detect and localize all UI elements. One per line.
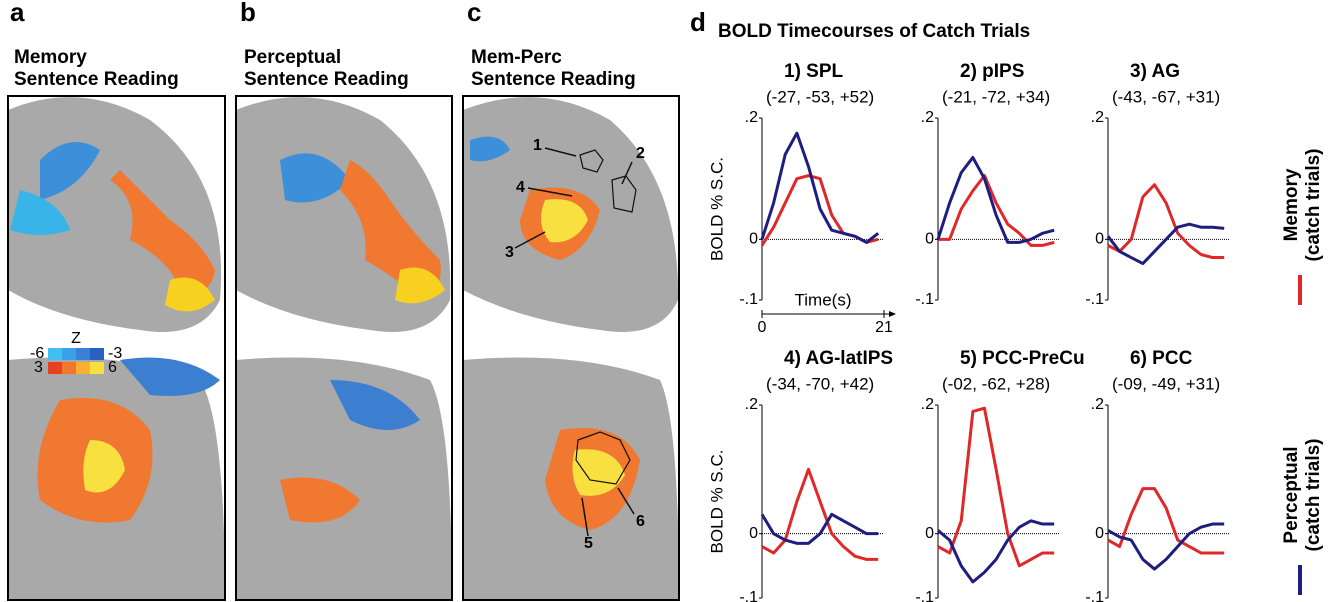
series-line bbox=[937, 406, 1055, 568]
chart-title: 2) pIPS bbox=[960, 61, 1024, 82]
y-tick-label: .2 bbox=[921, 109, 934, 126]
chart-title: 6) PCC bbox=[1130, 348, 1193, 369]
legend-label: Memory bbox=[1281, 168, 1302, 241]
chart-title: 1) SPL bbox=[784, 61, 844, 82]
legend-label: Perceptual bbox=[1281, 446, 1302, 543]
brain-b bbox=[236, 97, 452, 600]
roi-label: 6 bbox=[636, 513, 645, 530]
x-tick-label: 21 bbox=[875, 319, 893, 336]
y-tick-label: -.1 bbox=[1085, 291, 1104, 308]
y-tick-label: -.1 bbox=[915, 291, 934, 308]
panel-title: Sentence Reading bbox=[244, 69, 409, 90]
colorbar-title: Z bbox=[71, 330, 81, 347]
series-line bbox=[938, 174, 1055, 247]
chart-subtitle: (-27, -53, +52) bbox=[766, 87, 874, 106]
colorbar: Z -6 -3 3 6 bbox=[30, 330, 122, 376]
y-tick-label: -.1 bbox=[739, 291, 758, 308]
legend-note: (catch trials) bbox=[1303, 149, 1324, 262]
chart-title: 4) AG-latIPS bbox=[784, 348, 893, 369]
y-tick-label: 0 bbox=[749, 231, 758, 248]
y-tick-label: .2 bbox=[921, 396, 934, 413]
y-axis-label: BOLD % S.C. bbox=[707, 157, 726, 261]
legend-entry: Memory (catch trials) bbox=[1281, 149, 1324, 305]
brain-a bbox=[8, 96, 225, 600]
y-tick-label: .2 bbox=[1091, 109, 1104, 126]
y-tick-label: 0 bbox=[1095, 231, 1104, 248]
colorbar-label: -6 bbox=[30, 345, 44, 362]
series-line bbox=[1107, 183, 1225, 260]
legend-note: (catch trials) bbox=[1303, 439, 1324, 552]
colorbar-label: 3 bbox=[34, 359, 43, 376]
brain-c bbox=[463, 97, 679, 600]
panel-letter: a bbox=[10, 0, 25, 27]
chart-title: 3) AG bbox=[1130, 61, 1180, 82]
series-line bbox=[760, 131, 880, 244]
panel-letter: c bbox=[467, 0, 481, 27]
y-tick-label: 0 bbox=[1095, 525, 1104, 542]
panel-letter: b bbox=[240, 0, 256, 27]
roi-label: 4 bbox=[516, 179, 525, 196]
roi-labels: 1 2 3 4 5 6 bbox=[505, 137, 645, 552]
series-line bbox=[761, 467, 879, 561]
chart-subtitle: (-34, -70, +42) bbox=[766, 374, 874, 393]
x-axis-arrow bbox=[889, 311, 896, 317]
panel-title: Perceptual bbox=[244, 47, 341, 68]
y-tick-label: 0 bbox=[925, 525, 934, 542]
brain-panels: Z -6 -3 3 6 bbox=[7, 95, 680, 601]
y-label: BOLD % S.C. bbox=[707, 157, 726, 261]
panel-letter: d bbox=[690, 7, 706, 37]
y-label: BOLD % S.C. bbox=[707, 450, 726, 554]
series-line bbox=[937, 519, 1055, 584]
roi-label: 1 bbox=[533, 137, 542, 154]
y-tick-label: .2 bbox=[745, 396, 758, 413]
chart-title: 5) PCC-PreCu bbox=[960, 348, 1085, 369]
series-line bbox=[1107, 522, 1225, 571]
colorbar-label: -3 bbox=[108, 345, 122, 362]
colorbar-label: 6 bbox=[108, 359, 117, 376]
series-line bbox=[1107, 487, 1225, 555]
legend-entry: Perceptual (catch trials) bbox=[1281, 439, 1324, 595]
roi-label: 3 bbox=[505, 244, 514, 261]
section-title: BOLD Timecourses of Catch Trials bbox=[718, 21, 1030, 42]
series-line bbox=[1106, 222, 1225, 266]
chart-subtitle: (-02, -62, +28) bbox=[942, 374, 1050, 393]
y-tick-label: 0 bbox=[925, 231, 934, 248]
x-tick-label: 0 bbox=[758, 319, 767, 336]
series-line bbox=[936, 155, 1055, 244]
x-axis-label: Time(s) bbox=[795, 290, 852, 309]
y-tick-label: -.1 bbox=[739, 589, 758, 602]
panel-title: Mem-Perc bbox=[471, 47, 562, 68]
roi-label: 5 bbox=[584, 535, 593, 552]
panel-title: Memory bbox=[14, 47, 87, 68]
panel-title: Sentence Reading bbox=[14, 69, 179, 90]
y-axis-label: BOLD % S.C. bbox=[707, 450, 726, 554]
y-tick-label: .2 bbox=[745, 109, 758, 126]
panel-title: Sentence Reading bbox=[471, 69, 636, 90]
chart-subtitle: (-21, -72, +34) bbox=[942, 87, 1050, 106]
chart-subtitle: (-09, -49, +31) bbox=[1112, 374, 1220, 393]
series-line bbox=[760, 512, 879, 545]
chart-subtitle: (-43, -67, +31) bbox=[1112, 87, 1220, 106]
y-tick-label: -.1 bbox=[1085, 589, 1104, 602]
roi-label: 2 bbox=[636, 145, 645, 162]
y-tick-label: -.1 bbox=[915, 589, 934, 602]
y-tick-label: 0 bbox=[749, 525, 758, 542]
y-tick-label: .2 bbox=[1091, 396, 1104, 413]
